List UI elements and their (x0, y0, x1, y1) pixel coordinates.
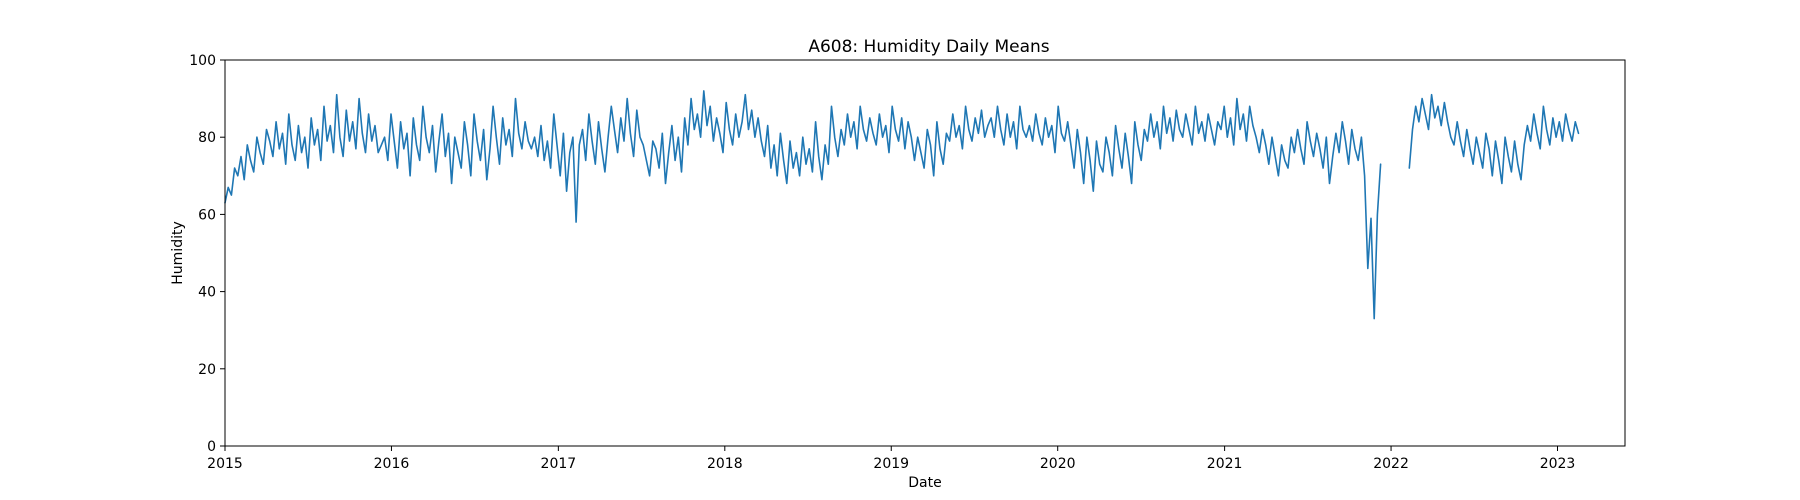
x-tick-label: 2015 (207, 456, 243, 472)
x-tick-label: 2018 (707, 456, 743, 472)
x-axis: 2015 2016 2017 2018 2019 2020 2021 2022 2023 (207, 446, 1575, 472)
y-tick-label: 60 (198, 207, 216, 223)
x-tick-label: 2022 (1373, 456, 1409, 472)
x-axis-label: Date (908, 475, 941, 491)
plot-clip-group (224, 90, 1580, 320)
chart-title: A608: Humidity Daily Means (808, 37, 1049, 57)
x-tick-label: 2021 (1207, 456, 1243, 472)
humidity-series-line (224, 90, 1580, 320)
x-tick-label: 2020 (1040, 456, 1076, 472)
y-tick-label: 80 (198, 130, 216, 146)
x-tick-label: 2023 (1540, 456, 1576, 472)
y-tick-label: 100 (189, 53, 216, 69)
plot-frame (224, 59, 1626, 447)
y-tick-label: 40 (198, 285, 216, 301)
x-tick-label: 2019 (873, 456, 909, 472)
y-axis: 0 20 40 60 80 100 (189, 53, 225, 455)
x-tick-label: 2017 (541, 456, 577, 472)
y-tick-label: 20 (198, 362, 216, 378)
y-tick-label: 0 (207, 439, 216, 455)
y-axis-label: Humidity (170, 221, 186, 284)
x-tick-label: 2016 (374, 456, 410, 472)
